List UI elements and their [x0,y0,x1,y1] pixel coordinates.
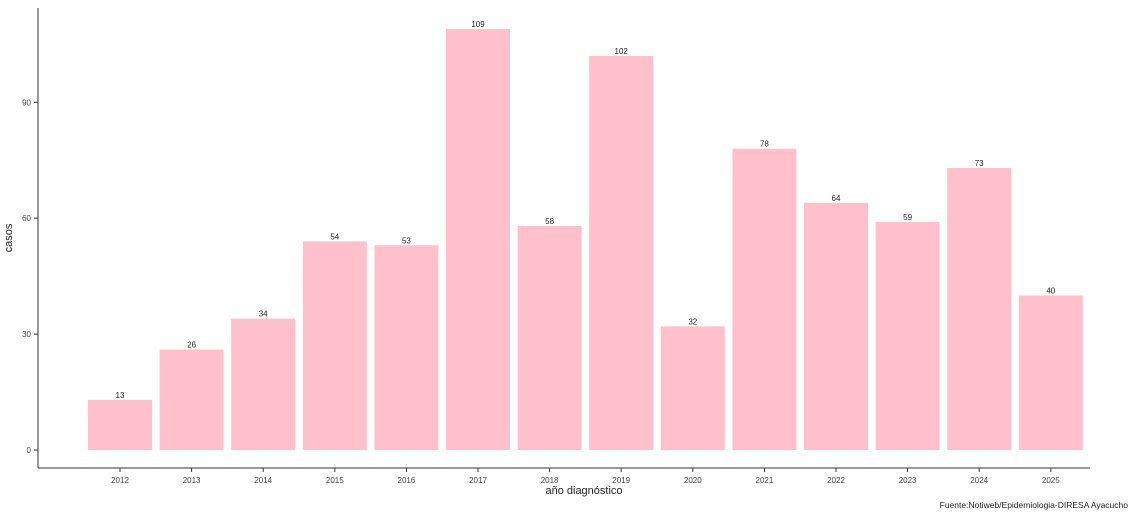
bar-2013 [159,349,224,450]
data-label-2022: 64 [832,194,841,203]
x-axis-title: año diagnóstico [545,485,622,497]
data-labels: 13 26 34 54 53 109 58 102 32 78 64 59 73 40 [116,20,1056,400]
data-label-2018: 58 [545,217,554,226]
x-axis: 2012 2013 2014 2015 2016 2017 2018 2019 2020 2021… [38,467,1090,485]
data-label-2023: 59 [903,213,912,222]
x-tick-label-2014: 2014 [254,476,272,485]
bar-2020 [660,326,725,450]
data-label-2020: 32 [688,317,697,326]
bar-2018 [517,225,582,450]
data-label-2015: 54 [330,232,339,241]
data-label-2025: 40 [1046,286,1055,295]
x-tick-label-2021: 2021 [756,476,774,485]
x-tick-label-2015: 2015 [326,476,344,485]
bar-2021 [732,148,797,450]
x-tick-label-2025: 2025 [1042,476,1060,485]
bar-2025 [1018,295,1083,450]
x-tick-label-2022: 2022 [827,476,845,485]
x-tick-label-2020: 2020 [684,476,702,485]
bar-2024 [947,168,1012,450]
y-tick-label: 60 [22,214,31,223]
data-label-2021: 78 [760,140,769,149]
x-tick-label-2019: 2019 [612,476,630,485]
x-tick-label-2024: 2024 [970,476,988,485]
data-label-2012: 13 [116,391,125,400]
data-label-2019: 102 [615,47,629,56]
x-tick-label-2017: 2017 [469,476,487,485]
y-axis: 0 30 60 90 [22,8,39,468]
bar-2023 [875,222,940,450]
bar-2022 [804,202,868,450]
x-tick-label-2012: 2012 [111,476,129,485]
bar-2019 [589,55,654,451]
source-caption: Fuente:Notiweb/Epidemiologia-DIRESA Ayac… [940,500,1129,510]
bar-2012 [88,399,152,450]
bar-2016 [374,245,439,450]
data-label-2013: 26 [187,341,196,350]
y-tick-label: 90 [22,98,31,107]
bar-2017 [446,28,510,450]
bar-2015 [302,241,367,450]
y-tick-label: 0 [27,446,32,455]
x-tick-label-2013: 2013 [183,476,201,485]
bars [88,28,1083,451]
data-label-2016: 53 [402,236,411,245]
x-tick-label-2018: 2018 [541,476,559,485]
y-axis-title: casos [3,223,15,252]
data-label-2024: 73 [975,159,984,168]
y-tick-label: 30 [22,330,31,339]
x-tick-label-2016: 2016 [398,476,416,485]
data-label-2014: 34 [259,310,268,319]
data-label-2017: 109 [471,20,485,29]
x-tick-label-2023: 2023 [899,476,917,485]
bar-2014 [231,318,296,450]
